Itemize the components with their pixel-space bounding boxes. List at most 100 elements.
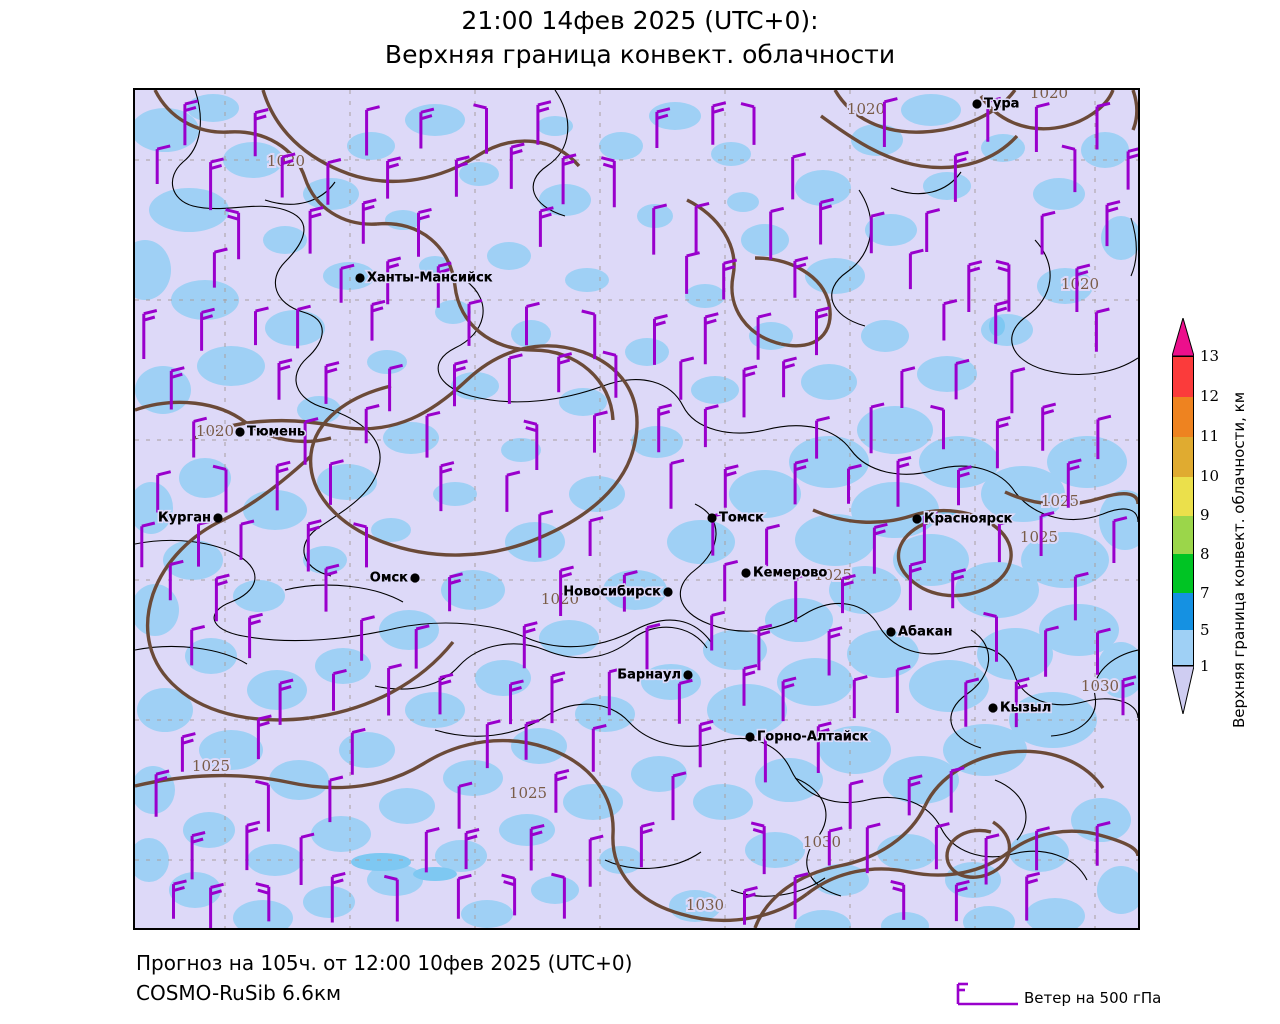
- city-dot: [410, 573, 420, 583]
- wind-barb: [365, 105, 380, 156]
- wind-barb: [1035, 826, 1050, 871]
- wind-barb: [581, 309, 597, 360]
- city-label: Кемерово: [753, 566, 827, 581]
- wind-barb: [791, 152, 807, 200]
- wind-barb: [280, 152, 296, 198]
- isobar-label-halo: 1020: [1030, 90, 1068, 102]
- wind-barb: [908, 560, 924, 611]
- wind-barb: [303, 417, 319, 465]
- wind-barb: [214, 573, 230, 622]
- wind-barb: [1126, 147, 1138, 190]
- wind-barb: [622, 570, 638, 612]
- wind-barb: [509, 679, 524, 725]
- wind-barb: [254, 306, 269, 346]
- wind-barb: [827, 826, 843, 866]
- wind-barb: [332, 668, 347, 711]
- city-label: Курган: [158, 511, 211, 526]
- isobar-label-halo: 1025: [1020, 528, 1058, 546]
- wind-barb: [900, 366, 916, 408]
- colorbar-tick-11: 11: [1200, 427, 1220, 445]
- wind-barb: [507, 353, 523, 404]
- city-label: Тура: [984, 97, 1019, 112]
- city-dot: [707, 513, 717, 523]
- wind-barb: [329, 459, 344, 505]
- wind-barb: [848, 779, 864, 829]
- wind-barb: [473, 103, 488, 154]
- wind-barb: [172, 879, 187, 919]
- wind-barb: [180, 732, 196, 772]
- wind-barb: [793, 256, 809, 298]
- wind-barb: [711, 101, 727, 145]
- wind-barb: [538, 206, 554, 247]
- wind-barb: [425, 410, 441, 458]
- wind-barb: [782, 356, 797, 398]
- isobar-label-halo: 1020: [196, 422, 234, 440]
- wind-barb: [200, 307, 215, 351]
- wind-barb: [1066, 458, 1082, 508]
- wind-barb: [655, 107, 671, 148]
- wind-barb: [436, 261, 452, 308]
- wind-barb: [299, 832, 315, 885]
- wind-barb: [743, 886, 758, 925]
- isobar-label-halo: 1030: [803, 833, 841, 851]
- wind-barb: [1044, 625, 1059, 677]
- colorbar-under-range-arrow: [1172, 666, 1194, 714]
- city-label: Красноярск: [924, 512, 1013, 527]
- isobar-label-halo: 1025: [509, 784, 547, 802]
- city-label-halo: Тюмень: [247, 425, 305, 440]
- wind-barb: [277, 358, 293, 400]
- wind-barb: [1094, 307, 1110, 352]
- city-dot: [213, 513, 223, 523]
- wind-barb: [793, 872, 809, 920]
- wind-barb: [1096, 627, 1111, 675]
- wind-barb: [140, 521, 156, 568]
- city-dot: [745, 732, 755, 742]
- wind-barb: [328, 775, 344, 823]
- wind-barb: [339, 263, 355, 303]
- wind-barb: [942, 299, 958, 341]
- wind-barb: [710, 610, 726, 651]
- wind-barb: [308, 206, 324, 254]
- city-label: Горно-Алтайск: [757, 730, 869, 745]
- wind-barb: [278, 678, 294, 725]
- wind-barb: [653, 314, 668, 365]
- wind-barb: [330, 871, 346, 923]
- wind-barb: [827, 626, 843, 676]
- title-datetime: 21:00 14фев 2025 (UTC+0):: [461, 6, 819, 35]
- wind-barb: [417, 207, 432, 257]
- forecast-info: Прогноз на 105ч. от 12:00 10фев 2025 (UT…: [136, 951, 633, 975]
- isobar-label: 1030: [1081, 677, 1119, 695]
- wind-barb: [383, 874, 399, 922]
- wind-barb: [983, 611, 998, 662]
- cb-seg-11-12: [1173, 397, 1193, 438]
- wind-barb: [386, 256, 402, 305]
- wind-barb: [1112, 516, 1128, 563]
- weather-map[interactable]: 1020 1020 1020 1020 1020 1020 1020 1020 1020 1020…: [133, 88, 1140, 930]
- wind-barb: [324, 361, 340, 404]
- wind-legend: Ветер на 500 гПа: [952, 980, 1272, 1014]
- wind-barb: [255, 779, 270, 832]
- wind-barb: [679, 356, 695, 400]
- wind-barb: [757, 623, 773, 671]
- wind-barb: [154, 769, 170, 817]
- wind-barb: [1095, 101, 1111, 150]
- cb-seg-8-9: [1173, 515, 1193, 555]
- wind-barb: [964, 677, 980, 727]
- isobar-label: 1025: [1041, 492, 1079, 510]
- city-label: Томск: [719, 511, 764, 526]
- wind-barb: [588, 516, 604, 556]
- wind-barb: [324, 563, 340, 612]
- wind-barb: [769, 206, 785, 260]
- colorbar-axis-label: Верхняя граница конвект. облачности, км: [1230, 0, 1254, 728]
- wind-barb: [296, 304, 311, 349]
- wind-barb: [657, 403, 673, 453]
- city-label-halo: Омск: [370, 571, 408, 586]
- wind-barb: [370, 299, 386, 341]
- wind-barb: [703, 312, 719, 365]
- wind-barb: [209, 882, 224, 928]
